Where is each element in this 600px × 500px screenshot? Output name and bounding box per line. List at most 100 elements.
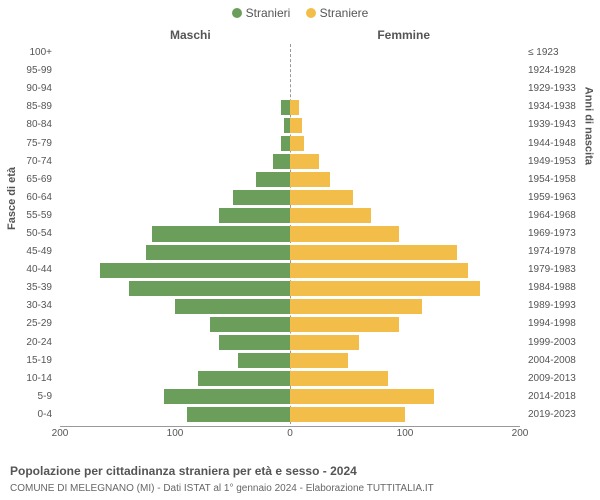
bar-male xyxy=(219,335,290,350)
side-title-male: Maschi xyxy=(170,28,211,42)
x-tick: 100 xyxy=(167,428,184,439)
x-baseline xyxy=(60,426,520,427)
age-label: 25-29 xyxy=(26,318,52,329)
age-label: 75-79 xyxy=(26,138,52,149)
bar-female xyxy=(290,389,434,404)
age-label: 45-49 xyxy=(26,246,52,257)
pyramid-row xyxy=(60,46,520,61)
pyramid-row xyxy=(60,407,520,422)
pyramid-row xyxy=(60,82,520,97)
bar-male xyxy=(187,407,291,422)
bar-male xyxy=(210,317,291,332)
y-axis-birth: ≤ 19231924-19281929-19331934-19381939-19… xyxy=(524,44,600,424)
age-label: 100+ xyxy=(29,47,52,58)
age-label: 40-44 xyxy=(26,264,52,275)
bar-male xyxy=(281,100,290,115)
bar-female xyxy=(290,407,405,422)
bar-female xyxy=(290,118,302,133)
age-label: 10-14 xyxy=(26,373,52,384)
pyramid-row xyxy=(60,263,520,278)
birth-label: 2009-2013 xyxy=(528,373,576,384)
bar-male xyxy=(219,208,290,223)
legend-item-female: Straniere xyxy=(306,6,369,20)
bar-male xyxy=(238,353,290,368)
legend: Stranieri Straniere xyxy=(0,6,600,21)
birth-label: 1929-1933 xyxy=(528,83,576,94)
age-label: 95-99 xyxy=(26,65,52,76)
pyramid-row xyxy=(60,353,520,368)
birth-label: 1949-1953 xyxy=(528,156,576,167)
pyramid-row xyxy=(60,154,520,169)
bar-female xyxy=(290,245,457,260)
pyramid-row xyxy=(60,226,520,241)
legend-swatch-male xyxy=(232,8,242,18)
bar-male xyxy=(164,389,291,404)
x-tick: 200 xyxy=(52,428,69,439)
side-title-female: Femmine xyxy=(377,28,430,42)
bar-female xyxy=(290,263,468,278)
pyramid-row xyxy=(60,136,520,151)
x-tick: 200 xyxy=(512,428,529,439)
bar-female xyxy=(290,299,422,314)
age-label: 5-9 xyxy=(38,391,52,402)
pyramid-row xyxy=(60,299,520,314)
birth-label: 1959-1963 xyxy=(528,192,576,203)
caption-title: Popolazione per cittadinanza straniera p… xyxy=(10,464,357,478)
birth-label: 1979-1983 xyxy=(528,264,576,275)
bar-male xyxy=(273,154,290,169)
pyramid-row xyxy=(60,281,520,296)
age-label: 0-4 xyxy=(38,409,52,420)
pyramid-row xyxy=(60,172,520,187)
age-label: 65-69 xyxy=(26,174,52,185)
bar-female xyxy=(290,281,480,296)
x-axis: 2001000100200 xyxy=(60,426,520,442)
bar-female xyxy=(290,172,330,187)
legend-item-male: Stranieri xyxy=(232,6,291,20)
bar-female xyxy=(290,335,359,350)
birth-label: 2004-2008 xyxy=(528,355,576,366)
birth-label: 1999-2003 xyxy=(528,337,576,348)
bar-female xyxy=(290,100,299,115)
pyramid-row xyxy=(60,208,520,223)
bar-female xyxy=(290,226,399,241)
pyramid-row xyxy=(60,64,520,79)
pyramid-row xyxy=(60,100,520,115)
birth-label: 1944-1948 xyxy=(528,138,576,149)
caption-subtitle: COMUNE DI MELEGNANO (MI) - Dati ISTAT al… xyxy=(10,483,434,494)
bar-male xyxy=(198,371,290,386)
population-pyramid-chart: Stranieri Straniere Maschi Femmine Fasce… xyxy=(0,0,600,500)
age-label: 20-24 xyxy=(26,337,52,348)
bar-male xyxy=(100,263,290,278)
bar-male xyxy=(175,299,290,314)
bar-female xyxy=(290,190,353,205)
age-label: 90-94 xyxy=(26,83,52,94)
age-label: 70-74 xyxy=(26,156,52,167)
pyramid-row xyxy=(60,389,520,404)
bar-female xyxy=(290,136,304,151)
bar-male xyxy=(233,190,291,205)
bar-female xyxy=(290,317,399,332)
bar-female xyxy=(290,208,371,223)
plot-area xyxy=(60,44,520,424)
birth-label: 1994-1998 xyxy=(528,318,576,329)
age-label: 85-89 xyxy=(26,101,52,112)
birth-label: ≤ 1923 xyxy=(528,47,559,58)
birth-label: 2014-2018 xyxy=(528,391,576,402)
bar-male xyxy=(146,245,290,260)
x-tick: 100 xyxy=(397,428,414,439)
birth-label: 1964-1968 xyxy=(528,210,576,221)
age-label: 30-34 xyxy=(26,300,52,311)
age-label: 80-84 xyxy=(26,119,52,130)
legend-label-male: Stranieri xyxy=(246,6,291,20)
pyramid-row xyxy=(60,335,520,350)
birth-label: 1939-1943 xyxy=(528,119,576,130)
legend-swatch-female xyxy=(306,8,316,18)
age-label: 55-59 xyxy=(26,210,52,221)
age-label: 35-39 xyxy=(26,282,52,293)
bar-male xyxy=(256,172,291,187)
age-label: 50-54 xyxy=(26,228,52,239)
age-label: 60-64 xyxy=(26,192,52,203)
y-axis-age: 100+ 95-99 90-94 85-89 80-84 75-79 70-74 65-69 6… xyxy=(0,44,56,424)
birth-label: 1989-1993 xyxy=(528,300,576,311)
birth-label: 2019-2023 xyxy=(528,409,576,420)
